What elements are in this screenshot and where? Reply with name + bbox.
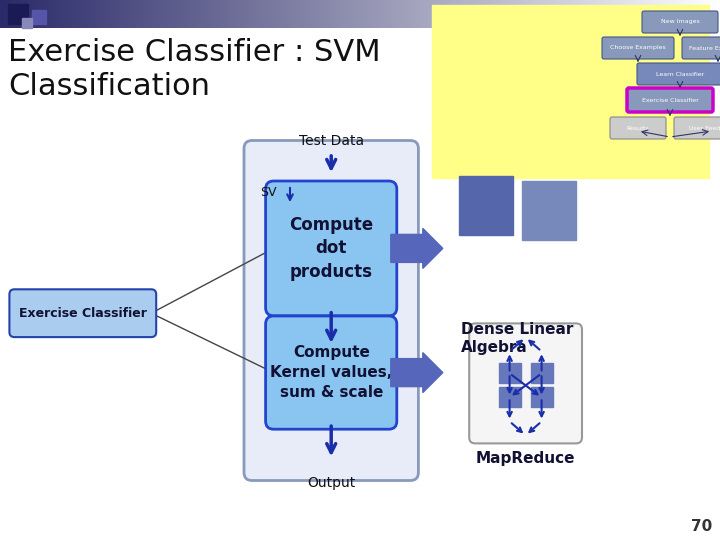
Bar [521, 181, 576, 240]
FancyBboxPatch shape [469, 323, 582, 443]
Bar [432, 5, 709, 178]
Bar [531, 363, 553, 383]
FancyBboxPatch shape [610, 117, 666, 139]
Text: Compute
Kernel values,
sum & scale: Compute Kernel values, sum & scale [270, 345, 392, 400]
Text: User Feedback: User Feedback [689, 125, 720, 131]
Bar [498, 363, 521, 383]
FancyBboxPatch shape [266, 316, 397, 429]
Bar [32, 10, 46, 24]
Bar [498, 387, 521, 407]
FancyBboxPatch shape [266, 181, 397, 316]
Text: Exercise Classifier: Exercise Classifier [642, 98, 698, 103]
Text: Compute
dot
products: Compute dot products [289, 216, 373, 281]
Bar [459, 176, 513, 235]
Text: Results: Results [626, 125, 649, 131]
Text: Test Data: Test Data [299, 134, 364, 148]
Text: Dense Linear
Algebra: Dense Linear Algebra [461, 322, 573, 355]
Text: Exercise Classifier: Exercise Classifier [19, 307, 147, 320]
FancyBboxPatch shape [9, 289, 156, 337]
FancyBboxPatch shape [637, 63, 720, 85]
Bar [22, 18, 32, 28]
Text: New Images: New Images [661, 19, 699, 24]
FancyArrow shape [391, 228, 443, 268]
Text: Output: Output [307, 476, 356, 490]
FancyBboxPatch shape [642, 11, 718, 33]
Text: MapReduce: MapReduce [476, 451, 575, 467]
Text: Exercise Classifier : SVM: Exercise Classifier : SVM [8, 38, 381, 67]
Bar [8, 4, 28, 24]
FancyArrow shape [391, 353, 443, 393]
Text: 70: 70 [690, 519, 712, 534]
Text: Choose Examples: Choose Examples [610, 45, 666, 51]
FancyBboxPatch shape [602, 37, 674, 59]
Text: SV: SV [260, 186, 276, 199]
Text: Feature Extraction: Feature Extraction [689, 45, 720, 51]
Text: Classification: Classification [8, 72, 210, 101]
FancyBboxPatch shape [674, 117, 720, 139]
Text: Learn Classifier: Learn Classifier [656, 71, 704, 77]
FancyBboxPatch shape [682, 37, 720, 59]
FancyBboxPatch shape [244, 140, 418, 481]
Bar [531, 387, 553, 407]
FancyBboxPatch shape [627, 88, 713, 112]
